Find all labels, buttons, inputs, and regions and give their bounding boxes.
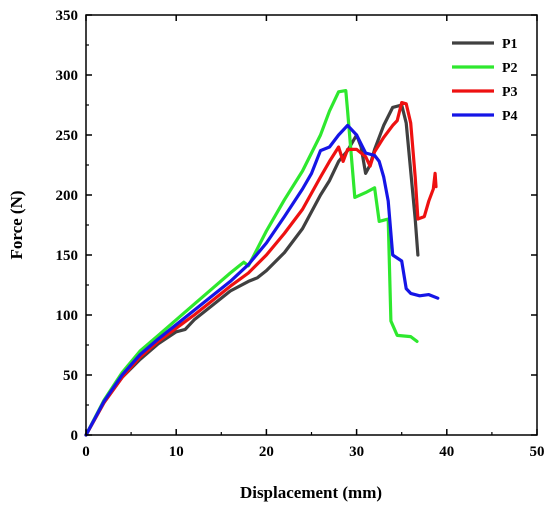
series-line-p3	[84, 101, 438, 437]
series-line-p4	[84, 123, 440, 437]
series-layer	[84, 89, 440, 437]
legend-label-p3: P3	[502, 85, 518, 100]
x-axis-title: Displacement (mm)	[240, 483, 382, 502]
legend: P1 P2 P3 P4	[452, 37, 518, 124]
x-tick-label: 0	[82, 444, 90, 460]
y-axis-title: Force (N)	[7, 190, 26, 259]
legend-label-p2: P2	[502, 61, 518, 76]
y-tick-label: 300	[56, 68, 79, 84]
y-tick-label: 150	[56, 248, 79, 264]
y-tick-label: 200	[56, 188, 79, 204]
tick-layer: 0 10 20 30 40 50 0 50 100 150 200 250 300 350	[56, 8, 545, 460]
y-tick-label: 100	[56, 308, 79, 324]
y-tick-label: 50	[63, 368, 78, 384]
series-line-p1	[84, 103, 420, 437]
y-tick-label: 0	[71, 428, 79, 444]
legend-label-p1: P1	[502, 37, 518, 52]
x-tick-label: 50	[530, 444, 545, 460]
x-tick-label: 40	[439, 444, 454, 460]
plot-frame	[85, 14, 538, 436]
y-tick-label: 350	[56, 8, 79, 24]
legend-label-p4: P4	[502, 109, 518, 124]
x-tick-label: 30	[349, 444, 364, 460]
x-tick-label: 20	[259, 444, 274, 460]
x-tick-label: 10	[169, 444, 184, 460]
y-tick-label: 250	[56, 128, 79, 144]
series-line-p2	[84, 89, 419, 437]
